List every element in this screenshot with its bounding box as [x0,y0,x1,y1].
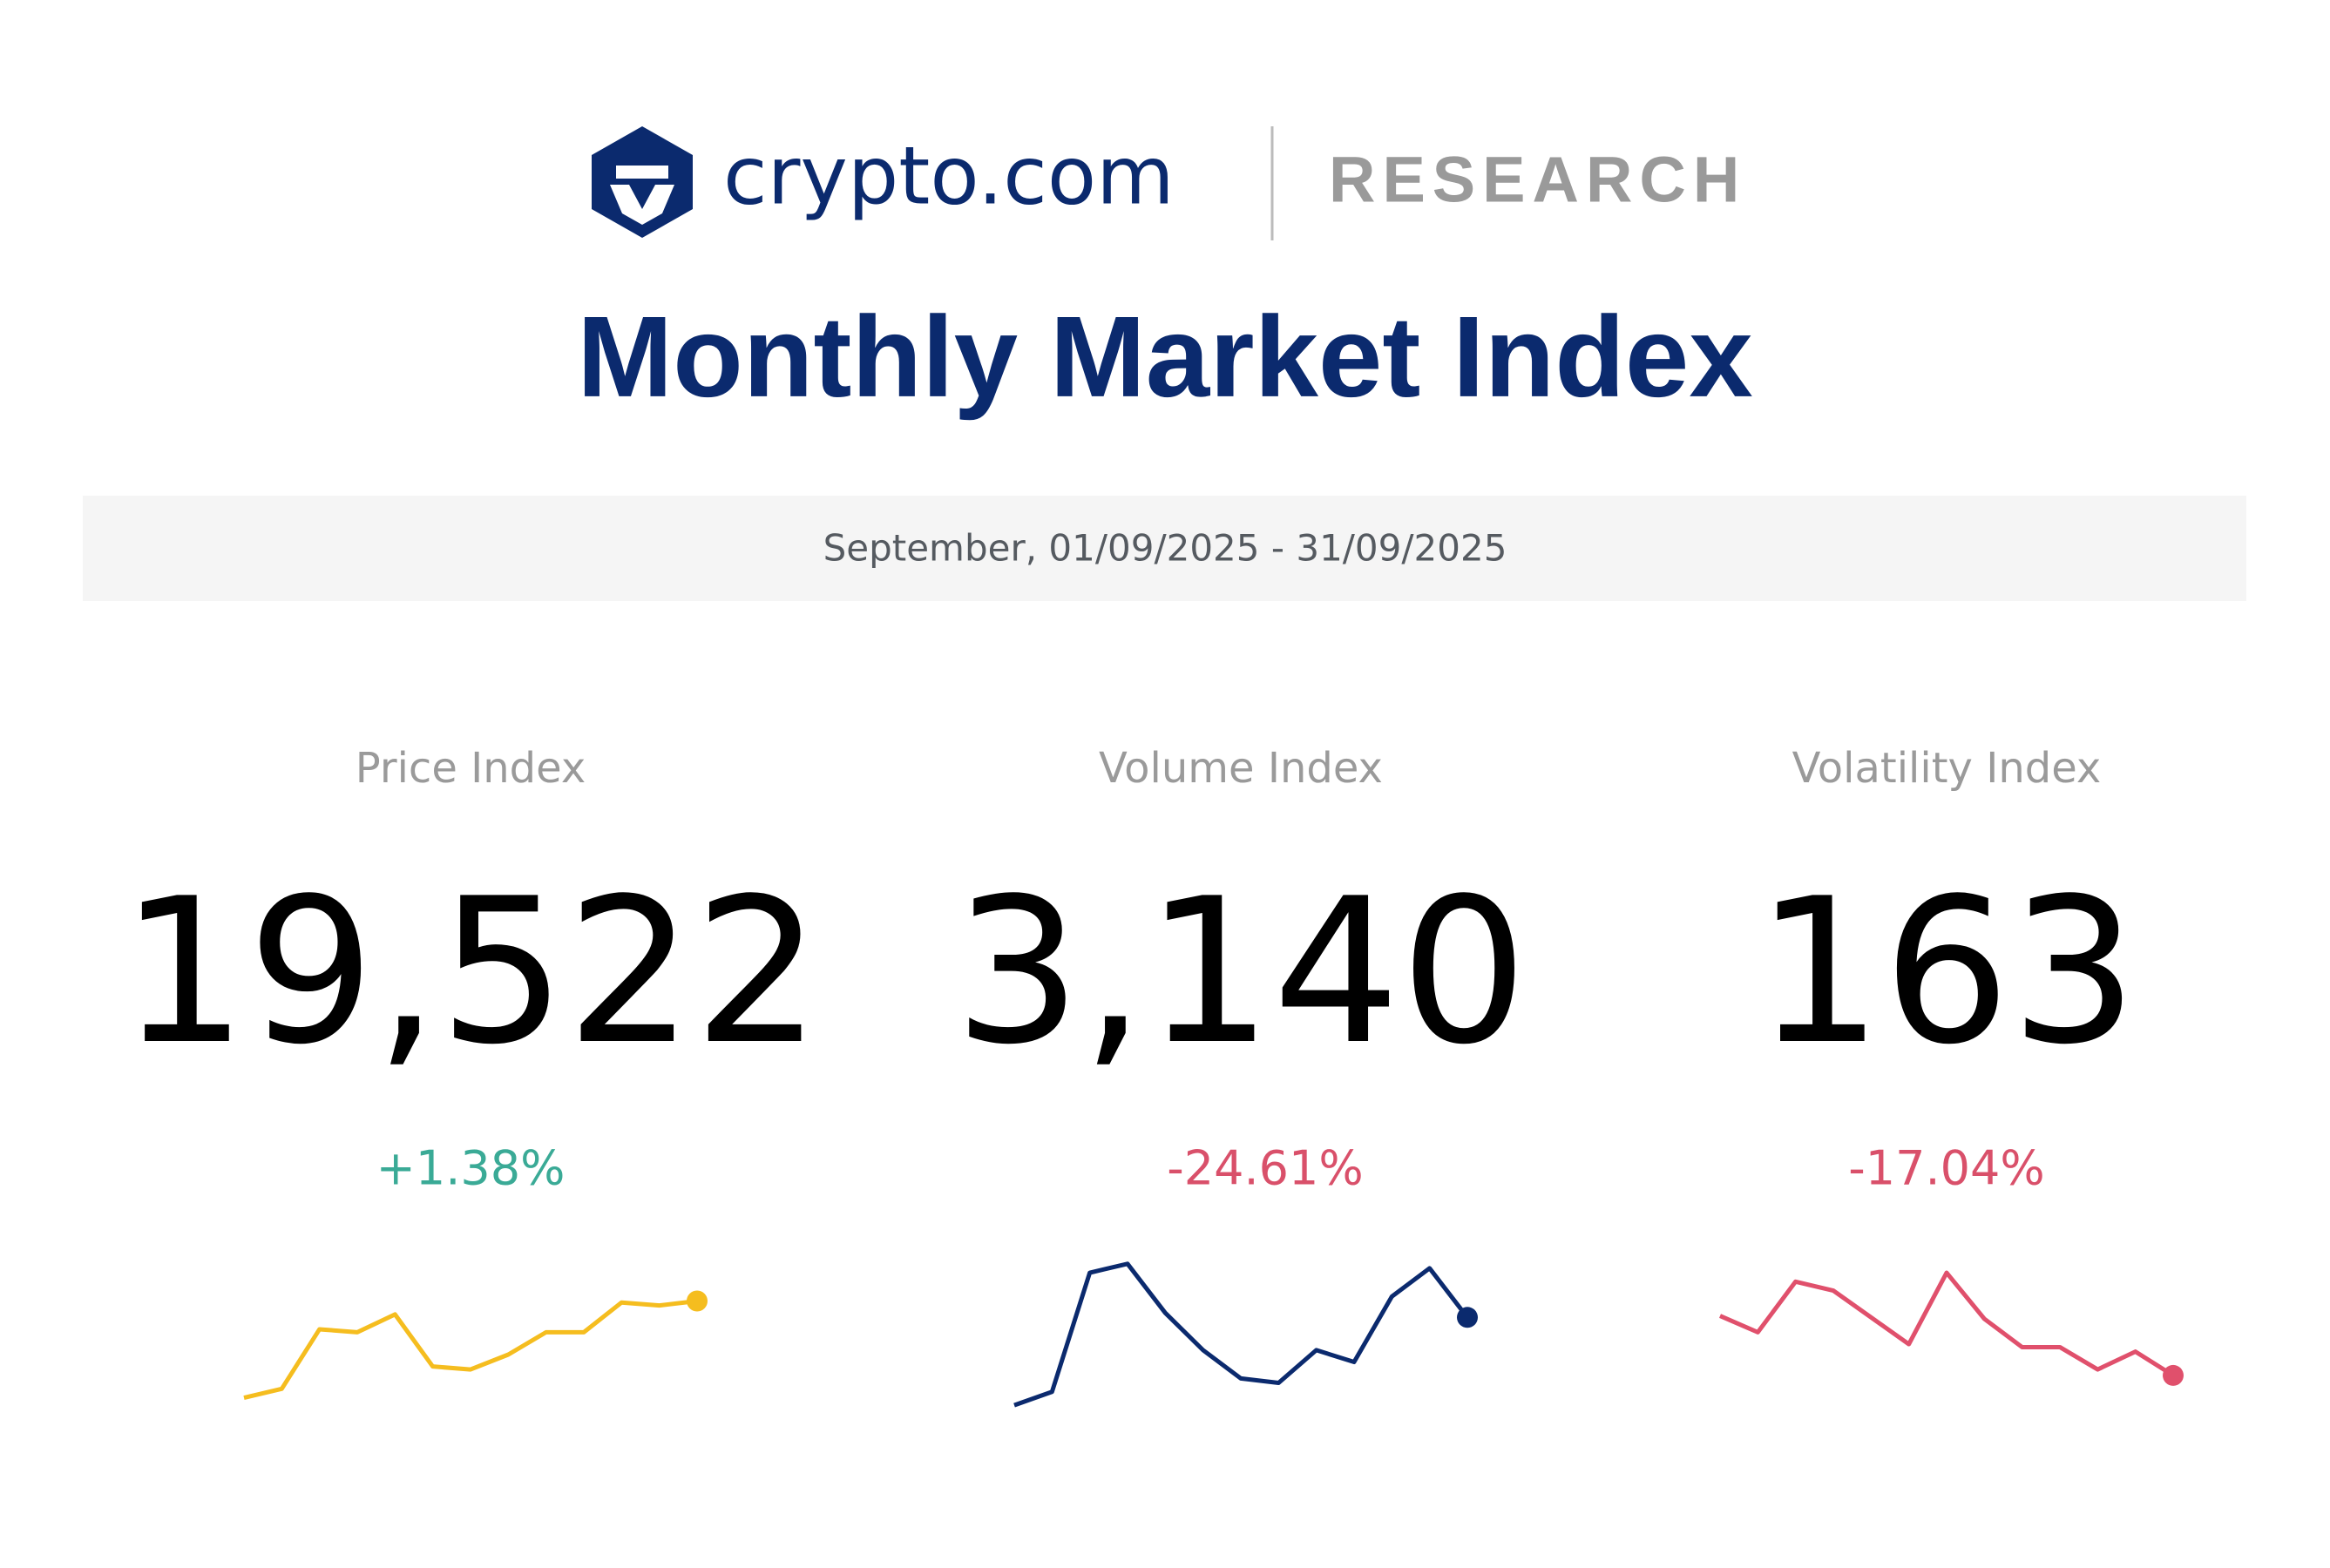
card-label: Price Index [356,744,586,793]
index-value: 19,522 [120,856,822,1089]
sparkline [1719,1270,2175,1378]
period: September, 01/09/2025 - 31/09/2025 [823,527,1507,570]
sparkline [243,1299,698,1400]
card-label: Volume Index [1099,744,1383,793]
sparkline [1013,1261,1469,1408]
period-band [83,496,2246,601]
index-value: 3,140 [954,856,1527,1089]
sparkline-end-dot [687,1290,708,1312]
logo-icon [592,126,693,238]
brand-name: crypto.com [723,129,1175,222]
page-title: Monthly Market Index [577,293,1753,421]
index-change: +1.38% [376,1141,566,1196]
index-change: -24.61% [1167,1141,1363,1196]
sparkline-end-dot [2163,1364,2184,1386]
sparkline-end-dot [1457,1307,1478,1328]
index-change: -17.04% [1848,1141,2044,1196]
section-name: RESEARCH [1329,144,1746,216]
card-label: Volatility Index [1792,744,2102,793]
index-value: 163 [1756,856,2138,1089]
